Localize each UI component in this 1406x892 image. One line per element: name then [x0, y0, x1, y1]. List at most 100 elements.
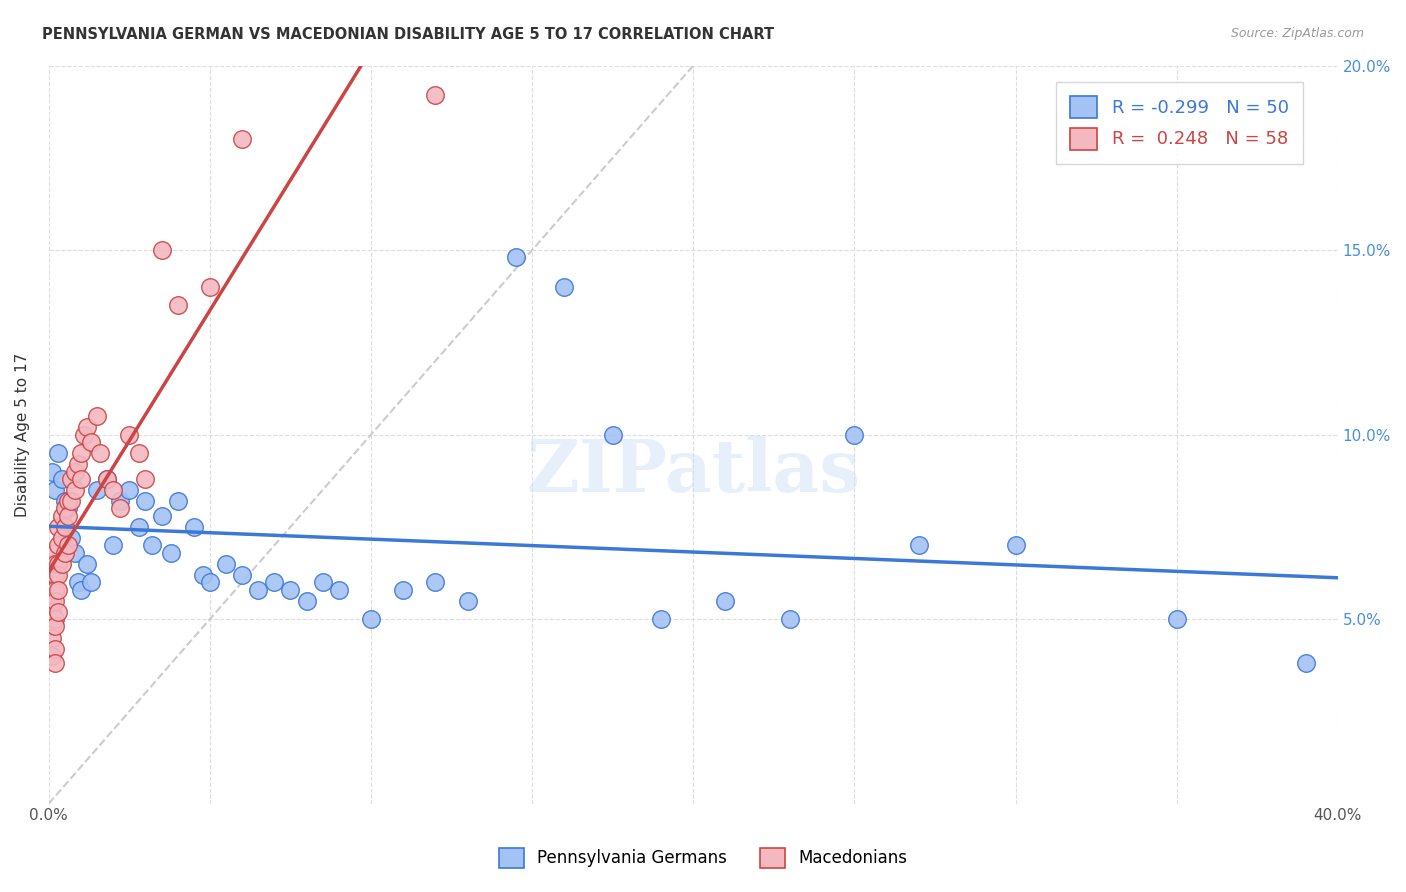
Point [41, 582, 63, 597]
Point [44, 619, 66, 633]
Point [160, 546, 183, 560]
Point [311, 575, 333, 590]
Point [44, 483, 66, 497]
Point [73, 427, 96, 442]
Point [505, 251, 527, 265]
Point [53, 520, 76, 534]
Text: Source: ZipAtlas.com: Source: ZipAtlas.com [1230, 27, 1364, 40]
Point [844, 427, 866, 442]
Point [231, 567, 253, 582]
Point [51, 531, 73, 545]
Point [198, 280, 221, 294]
Y-axis label: Disability Age 5 to 17: Disability Age 5 to 17 [15, 352, 30, 516]
Point [38, 593, 60, 607]
Point [60, 531, 83, 545]
Point [908, 538, 931, 552]
Point [79, 575, 101, 590]
Point [41, 567, 63, 582]
Point [1295, 657, 1317, 671]
Point [280, 582, 302, 597]
Point [108, 501, 131, 516]
Point [51, 557, 73, 571]
Point [714, 593, 737, 607]
Point [215, 557, 238, 571]
Point [48, 520, 70, 534]
Point [193, 567, 215, 582]
Point [56, 501, 79, 516]
Point [779, 612, 801, 626]
Point [76, 420, 98, 434]
Point [53, 494, 76, 508]
Point [96, 472, 118, 486]
Point [53, 546, 76, 560]
Point [41, 593, 63, 607]
Point [247, 582, 270, 597]
Text: PENNSYLVANIA GERMAN VS MACEDONIAN DISABILITY AGE 5 TO 17 CORRELATION CHART: PENNSYLVANIA GERMAN VS MACEDONIAN DISABI… [42, 27, 775, 42]
Point [166, 298, 188, 312]
Point [134, 494, 156, 508]
Point [53, 501, 76, 516]
Point [650, 612, 672, 626]
Point [51, 508, 73, 523]
Point [44, 641, 66, 656]
Point [103, 483, 125, 497]
Point [60, 472, 83, 486]
Point [150, 243, 173, 257]
Legend: R = -0.299   N = 50, R =  0.248   N = 58: R = -0.299 N = 50, R = 0.248 N = 58 [1056, 82, 1303, 164]
Point [118, 483, 141, 497]
Point [96, 472, 118, 486]
Point [70, 472, 93, 486]
Point [48, 538, 70, 552]
Legend: Pennsylvania Germans, Macedonians: Pennsylvania Germans, Macedonians [492, 841, 914, 875]
Point [360, 612, 382, 626]
Point [66, 575, 89, 590]
Point [457, 593, 479, 607]
Point [86, 409, 108, 424]
Point [44, 657, 66, 671]
Text: ZIPatlas: ZIPatlas [526, 436, 860, 507]
Point [44, 612, 66, 626]
Point [128, 520, 150, 534]
Point [108, 494, 131, 508]
Point [263, 575, 285, 590]
Point [141, 538, 163, 552]
Point [38, 575, 60, 590]
Point [1166, 612, 1188, 626]
Point [44, 557, 66, 571]
Point [79, 435, 101, 450]
Point [103, 538, 125, 552]
Point [63, 546, 86, 560]
Point [41, 648, 63, 663]
Point [602, 427, 624, 442]
Point [44, 593, 66, 607]
Point [328, 582, 350, 597]
Point [66, 457, 89, 471]
Point [44, 567, 66, 582]
Point [231, 132, 253, 146]
Point [425, 88, 447, 103]
Point [41, 605, 63, 619]
Point [76, 557, 98, 571]
Point [48, 446, 70, 460]
Point [53, 520, 76, 534]
Point [44, 582, 66, 597]
Point [128, 446, 150, 460]
Point [166, 494, 188, 508]
Point [56, 538, 79, 552]
Point [425, 575, 447, 590]
Point [48, 605, 70, 619]
Point [70, 446, 93, 460]
Point [41, 631, 63, 645]
Point [553, 280, 575, 294]
Point [41, 557, 63, 571]
Point [118, 427, 141, 442]
Point [392, 582, 415, 597]
Point [150, 508, 173, 523]
Point [48, 582, 70, 597]
Point [41, 465, 63, 479]
Point [60, 494, 83, 508]
Point [48, 557, 70, 571]
Point [51, 472, 73, 486]
Point [295, 593, 318, 607]
Point [183, 520, 205, 534]
